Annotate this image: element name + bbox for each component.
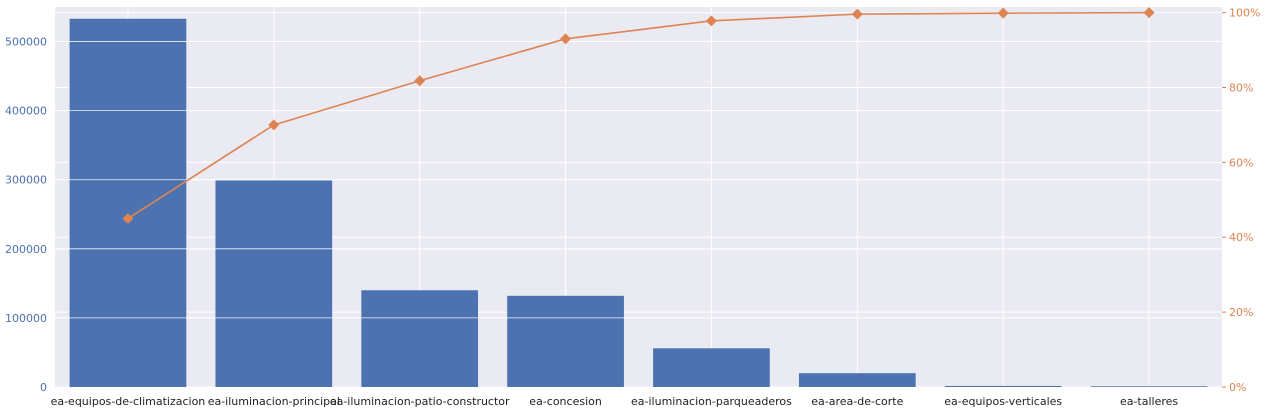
grid-lines-over-bars	[55, 41, 1222, 319]
cumulative-point-ea-iluminacion-parqueaderos	[705, 15, 717, 27]
bar-ea-equipos-verticales	[944, 385, 1062, 387]
cumulative-point-ea-equipos-de-climatizacion	[122, 213, 134, 225]
bar-ea-iluminacion-principal	[215, 180, 333, 387]
cumulative-point-ea-area-de-corte	[851, 8, 863, 20]
cumulative-line	[127, 11, 1150, 220]
right-tick-label: 20%	[1229, 306, 1253, 319]
bar-ea-iluminacion-patio-constructor	[361, 290, 479, 387]
left-tick-label: 500000	[5, 36, 47, 49]
bar-ea-equipos-de-climatizacion	[69, 18, 187, 388]
right-tick-label: 40%	[1229, 231, 1253, 244]
bar-ea-iluminacion-parqueaderos	[653, 348, 770, 387]
bar-series	[69, 18, 1208, 388]
x-tick-label: ea-iluminacion-principal	[208, 395, 340, 408]
cumulative-point-ea-iluminacion-patio-constructor	[414, 75, 426, 87]
x-tick-label: ea-area-de-corte	[811, 395, 903, 408]
x-axis-ticks: ea-equipos-de-climatizacion ea-iluminacio…	[51, 395, 1179, 408]
right-axis-ticks: 0% 20% 40% 60% 80% 100%	[1222, 7, 1260, 394]
left-tick-label: 100000	[5, 312, 47, 325]
bar-ea-area-de-corte	[798, 373, 916, 387]
cumulative-markers	[122, 7, 1155, 225]
bar-ea-talleres	[1090, 386, 1208, 387]
cumulative-point-ea-concesion	[560, 33, 572, 45]
left-tick-label: 400000	[5, 105, 47, 118]
left-tick-label: 300000	[5, 174, 47, 187]
x-tick-label: ea-equipos-de-climatizacion	[51, 395, 206, 408]
x-tick-label: ea-concesion	[529, 395, 602, 408]
cumulative-point-ea-equipos-verticales	[997, 7, 1009, 19]
left-axis-ticks: 0 100000 200000 300000 400000 500000	[5, 36, 47, 394]
x-tick-label: ea-iluminacion-parqueaderos	[631, 395, 792, 408]
left-tick-label: 200000	[5, 243, 47, 256]
x-tick-label: ea-iluminacion-patio-constructor	[330, 395, 510, 408]
right-tick-label: 100%	[1229, 7, 1260, 20]
x-tick-label: ea-talleres	[1120, 395, 1178, 408]
bar-ea-concesion	[507, 295, 624, 387]
right-tick-label: 80%	[1229, 81, 1253, 94]
cumulative-point-ea-iluminacion-principal	[268, 119, 280, 131]
right-tick-label: 60%	[1229, 156, 1253, 169]
cumulative-point-ea-talleres	[1143, 7, 1155, 19]
right-tick-label: 0%	[1229, 381, 1246, 394]
left-tick-label: 0	[40, 381, 47, 394]
x-tick-label: ea-equipos-verticales	[944, 395, 1062, 408]
